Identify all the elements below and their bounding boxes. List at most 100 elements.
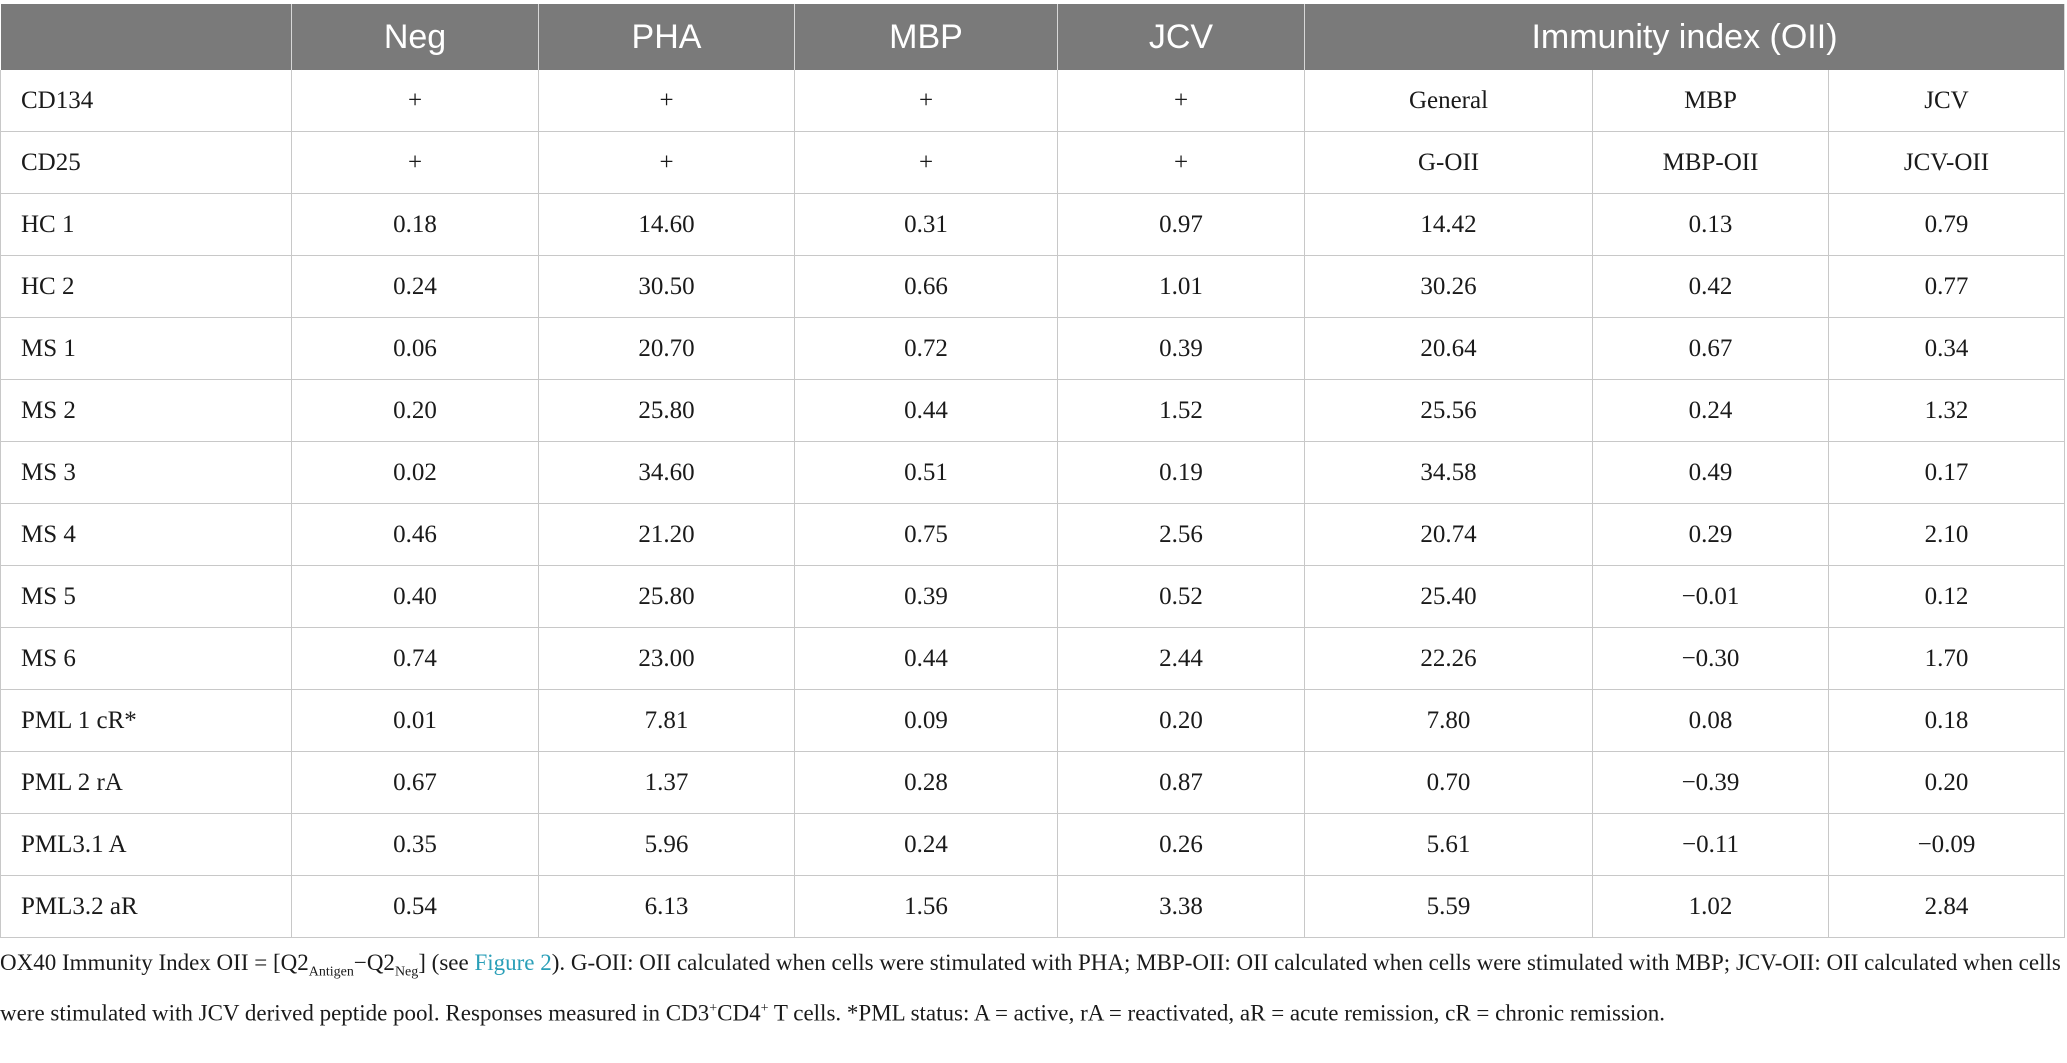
document: Neg PHA MBP JCV Immunity index (OII) CD1…	[0, 4, 2065, 1031]
table-cell: 0.01	[291, 689, 539, 752]
table-cell: G-OII	[1304, 131, 1593, 194]
table-cell: 20.74	[1304, 503, 1593, 566]
table-cell: 0.26	[1057, 813, 1305, 876]
table-row: PML 2 rA 0.67 1.37 0.28 0.87 0.70 −0.39 0.20	[0, 751, 2065, 814]
table-cell: 1.02	[1592, 875, 1829, 938]
table-header: Neg PHA MBP JCV Immunity index (OII)	[0, 4, 2065, 70]
table-cell: −0.30	[1592, 627, 1829, 690]
table-cell: 0.54	[291, 875, 539, 938]
immunity-index-table: Neg PHA MBP JCV Immunity index (OII) CD1…	[0, 4, 2065, 938]
table-cell: MBP	[1592, 70, 1829, 132]
table-cell: 0.70	[1304, 751, 1593, 814]
table-footnote: OX40 Immunity Index OII = [Q2Antigen−Q2N…	[0, 938, 2064, 1031]
footnote-text-end: T cells. *PML status: A = active, rA = r…	[768, 1000, 1666, 1026]
table-cell: 0.87	[1057, 751, 1305, 814]
row-label: HC 2	[0, 255, 292, 318]
table-cell: −0.09	[1828, 813, 2065, 876]
table-cell: 0.29	[1592, 503, 1829, 566]
table-cell: −0.39	[1592, 751, 1829, 814]
table-cell: 0.24	[291, 255, 539, 318]
table-cell: 5.96	[538, 813, 795, 876]
table-cell: 5.61	[1304, 813, 1593, 876]
row-label: HC 1	[0, 193, 292, 256]
table-row: MS 1 0.06 20.70 0.72 0.39 20.64 0.67 0.34	[0, 317, 2065, 380]
table-cell: JCV	[1828, 70, 2065, 132]
table-cell: 25.56	[1304, 379, 1593, 442]
table-row: MS 4 0.46 21.20 0.75 2.56 20.74 0.29 2.10	[0, 503, 2065, 566]
table-cell: 6.13	[538, 875, 795, 938]
table-cell: 0.19	[1057, 441, 1305, 504]
row-label: PML 2 rA	[0, 751, 292, 814]
table-cell: 0.02	[291, 441, 539, 504]
table-cell: 2.84	[1828, 875, 2065, 938]
table-cell: 0.46	[291, 503, 539, 566]
table-cell: 0.77	[1828, 255, 2065, 318]
header-immunity-index: Immunity index (OII)	[1304, 4, 2065, 70]
table-cell: 0.44	[794, 379, 1058, 442]
table-cell: −0.01	[1592, 565, 1829, 628]
table-cell: 2.56	[1057, 503, 1305, 566]
table-cell: 0.39	[1057, 317, 1305, 380]
row-label: MS 1	[0, 317, 292, 380]
table-cell: 0.97	[1057, 193, 1305, 256]
table-cell: 0.18	[1828, 689, 2065, 752]
table-cell: 5.59	[1304, 875, 1593, 938]
table-cell: 0.42	[1592, 255, 1829, 318]
table-cell: 14.60	[538, 193, 795, 256]
table-cell: 1.32	[1828, 379, 2065, 442]
table-cell: 3.38	[1057, 875, 1305, 938]
table-cell: 23.00	[538, 627, 795, 690]
table-cell: 0.20	[291, 379, 539, 442]
row-label: MS 3	[0, 441, 292, 504]
table-cell: 25.40	[1304, 565, 1593, 628]
table-row: MS 6 0.74 23.00 0.44 2.44 22.26 −0.30 1.70	[0, 627, 2065, 690]
table-cell: 25.80	[538, 565, 795, 628]
table-cell: +	[794, 131, 1058, 194]
table-cell: 0.79	[1828, 193, 2065, 256]
table-row: PML3.2 aR 0.54 6.13 1.56 3.38 5.59 1.02 2.84	[0, 875, 2065, 938]
table-cell: 0.74	[291, 627, 539, 690]
figure-2-link[interactable]: Figure 2	[474, 950, 552, 975]
row-label: PML 1 cR*	[0, 689, 292, 752]
table-cell: 0.52	[1057, 565, 1305, 628]
table-cell: 7.81	[538, 689, 795, 752]
footnote-formula-minus: −Q2	[353, 950, 395, 975]
table-cell: JCV-OII	[1828, 131, 2065, 194]
table-cell: 0.13	[1592, 193, 1829, 256]
row-label: MS 2	[0, 379, 292, 442]
header-mbp: MBP	[794, 4, 1058, 70]
table-cell: 0.24	[1592, 379, 1829, 442]
header-jcv: JCV	[1057, 4, 1305, 70]
table-cell: 0.75	[794, 503, 1058, 566]
header-pha: PHA	[538, 4, 795, 70]
row-label: MS 5	[0, 565, 292, 628]
table-cell: 22.26	[1304, 627, 1593, 690]
table-row: MS 3 0.02 34.60 0.51 0.19 34.58 0.49 0.17	[0, 441, 2065, 504]
table-row: CD134 + + + + General MBP JCV	[0, 70, 2065, 132]
table-cell: 34.58	[1304, 441, 1593, 504]
table-cell: 0.67	[291, 751, 539, 814]
footnote-cd4: CD4	[717, 1000, 761, 1026]
table-cell: 1.37	[538, 751, 795, 814]
table-cell: +	[1057, 70, 1305, 132]
table-cell: 1.56	[794, 875, 1058, 938]
table-cell: +	[291, 131, 539, 194]
row-label: CD25	[0, 131, 292, 194]
table-cell: 20.70	[538, 317, 795, 380]
table-cell: 0.20	[1828, 751, 2065, 814]
table-cell: 0.72	[794, 317, 1058, 380]
table-cell: 0.35	[291, 813, 539, 876]
table-cell: 0.44	[794, 627, 1058, 690]
table-cell: +	[1057, 131, 1305, 194]
table-cell: 34.60	[538, 441, 795, 504]
table-cell: 0.12	[1828, 565, 2065, 628]
table-row: MS 2 0.20 25.80 0.44 1.52 25.56 0.24 1.32	[0, 379, 2065, 442]
table-row: HC 1 0.18 14.60 0.31 0.97 14.42 0.13 0.79	[0, 193, 2065, 256]
table-cell: 0.40	[291, 565, 539, 628]
table-cell: 0.67	[1592, 317, 1829, 380]
table-cell: −0.11	[1592, 813, 1829, 876]
table-cell: 30.26	[1304, 255, 1593, 318]
table-row: MS 5 0.40 25.80 0.39 0.52 25.40 −0.01 0.12	[0, 565, 2065, 628]
table-cell: 0.24	[794, 813, 1058, 876]
table-cell: 7.80	[1304, 689, 1593, 752]
